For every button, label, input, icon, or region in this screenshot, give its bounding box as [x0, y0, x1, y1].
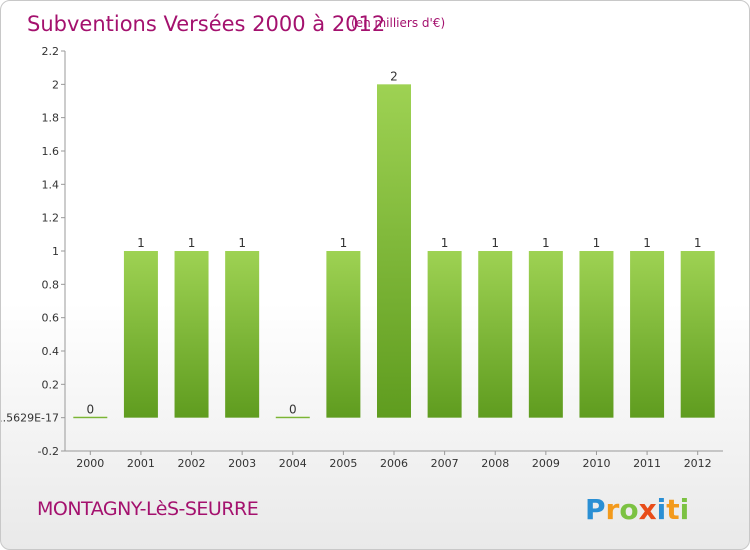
y-tick-label: 1.8 — [42, 112, 60, 125]
data-label-2010: 1 — [593, 236, 601, 250]
y-tick-label: 0.8 — [42, 278, 60, 291]
data-label-2003: 1 — [238, 236, 246, 250]
x-tick-label-2010: 2010 — [582, 457, 610, 470]
logo-letter: r — [606, 493, 620, 526]
data-label-2000: 0 — [86, 403, 94, 417]
logo-letter: o — [619, 493, 638, 526]
bar-2006 — [377, 84, 411, 418]
data-label-2008: 1 — [491, 236, 499, 250]
y-tick-label: 2.2 — [42, 45, 60, 58]
bar-2009 — [528, 251, 563, 418]
bar-2011 — [630, 251, 665, 418]
bar-2001 — [123, 251, 158, 418]
data-label-2005: 1 — [340, 236, 348, 250]
chart-title: Subventions Versées 2000 à 2012 — [27, 12, 385, 36]
bar-2003 — [225, 251, 260, 418]
logo-letter: i — [657, 493, 667, 526]
data-label-2012: 1 — [694, 236, 702, 250]
y-tick-label: 0.2 — [42, 378, 60, 391]
bar-2008 — [478, 251, 513, 418]
bar-2012 — [680, 251, 715, 418]
data-label-2006: 2 — [390, 69, 398, 83]
y-tick-label: 2 — [52, 78, 59, 91]
x-tick-label-2001: 2001 — [127, 457, 155, 470]
chart-subtitle: (en milliers d'€) — [351, 16, 445, 30]
bar-2000 — [73, 416, 108, 419]
x-tick-label-2006: 2006 — [380, 457, 408, 470]
x-tick-label-2009: 2009 — [532, 457, 560, 470]
logo-letter: t — [666, 493, 679, 526]
data-label-2007: 1 — [441, 236, 449, 250]
x-tick-label-2012: 2012 — [684, 457, 712, 470]
logo-letter: x — [639, 493, 657, 526]
y-tick-label: 1 — [52, 245, 59, 258]
logo-letter: i — [680, 493, 690, 526]
logo-letter: P — [585, 493, 606, 526]
bar-2007 — [427, 251, 462, 418]
bar-2002 — [174, 251, 209, 418]
x-tick-label-2003: 2003 — [228, 457, 256, 470]
x-tick-label-2002: 2002 — [178, 457, 206, 470]
bar-2005 — [326, 251, 361, 418]
x-tick-label-2011: 2011 — [633, 457, 661, 470]
data-label-2002: 1 — [188, 236, 196, 250]
x-tick-label-2005: 2005 — [329, 457, 357, 470]
data-label-2009: 1 — [542, 236, 550, 250]
x-tick-label-2007: 2007 — [431, 457, 459, 470]
proxiti-logo: Proxiti — [585, 493, 689, 526]
x-tick-label-2000: 2000 — [76, 457, 104, 470]
y-tick-label: 1.4 — [42, 178, 60, 191]
y-axis: -0.2 -1.5629E-17 0.2 0.4 0.6 0.8 1 1.2 1.4 1.6 1.8… — [1, 45, 66, 458]
bars-group: 0 1 1 1 0 1 2 1 1 1 1 1 1 — [73, 69, 715, 419]
commune-name: MONTAGNY-LèS-SEURRE — [37, 498, 258, 520]
y-tick-label: -1.5629E-17 — [1, 412, 59, 425]
bar-2004 — [275, 416, 310, 419]
bar-2010 — [579, 251, 614, 418]
y-tick-label: 1.2 — [42, 212, 60, 225]
y-tick-label: -0.2 — [38, 445, 59, 458]
y-tick-label: 0.6 — [42, 312, 60, 325]
x-axis: 2000 2001 2002 2003 2004 2005 2006 2007 2008 2009… — [65, 450, 723, 470]
x-tick-label-2004: 2004 — [279, 457, 307, 470]
y-tick-label: 1.6 — [42, 145, 60, 158]
data-label-2004: 0 — [289, 403, 297, 417]
y-tick-label: 0.4 — [42, 345, 60, 358]
data-label-2011: 1 — [643, 236, 651, 250]
x-tick-label-2008: 2008 — [481, 457, 509, 470]
data-label-2001: 1 — [137, 236, 145, 250]
